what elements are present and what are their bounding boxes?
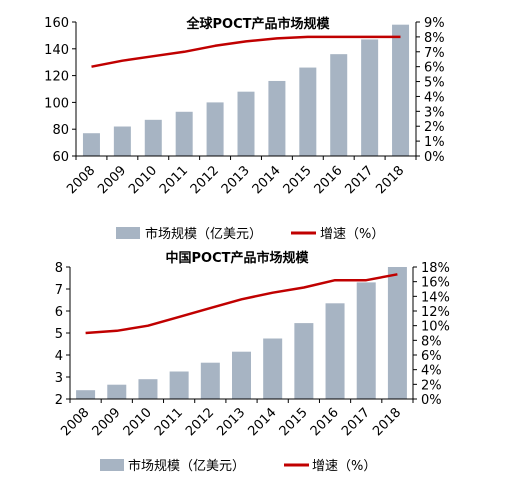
- y-right-tick-label: 14%: [421, 290, 450, 305]
- y-right-tick-label: 1%: [424, 135, 445, 150]
- y-left-tick-label: 7: [55, 283, 63, 298]
- y-right-tick-label: 2%: [424, 120, 445, 135]
- x-tick-label: 2017: [342, 163, 376, 197]
- x-tick-label: 2010: [126, 163, 160, 197]
- chart-china-poct: 中国POCT产品市场规模 23456780%2%4%6%8%10%12%14%1…: [55, 250, 450, 474]
- x-tick-label: 2015: [277, 405, 311, 439]
- legend: 市场规模（亿美元） 增速（%）: [100, 458, 376, 474]
- x-tick-label: 2009: [90, 405, 124, 439]
- legend-bar-swatch: [116, 227, 140, 239]
- bar-2017: [356, 282, 376, 399]
- y-right-tick-label: 3%: [424, 105, 445, 120]
- y-left-tick-label: 80: [52, 123, 69, 138]
- x-tick-label: 2012: [183, 405, 217, 439]
- x-tick-label: 2011: [157, 163, 191, 197]
- chart-global-poct: 全球POCT产品市场规模 60 80 100 120 140 160 0%1%2%3%4%5…: [44, 16, 444, 242]
- y-right-tick-label: 18%: [421, 261, 450, 276]
- bar-2013: [237, 91, 255, 156]
- bar-2008: [76, 390, 96, 399]
- legend: 市场规模（亿美元） 增速（%）: [116, 226, 384, 242]
- y-left-tick-label: 3: [55, 371, 63, 386]
- plot-area: 2 3 4 5 6 7 8 0%2%4%6%8%10%12%14%16%18% 20082009…: [55, 261, 450, 439]
- y-left-tick-label: 8: [55, 261, 63, 276]
- x-tick-label: 2014: [246, 405, 280, 439]
- y-left-tick-label: 4: [55, 349, 63, 364]
- y-right-tick-label: 16%: [421, 276, 450, 291]
- legend-bar-label: 市场规模（亿美元）: [128, 458, 245, 474]
- x-tick-label: 2016: [312, 163, 346, 197]
- bar-2012: [200, 362, 220, 399]
- bar-2015: [299, 67, 317, 156]
- growth-rate-line: [85, 273, 398, 335]
- y-left-tick-label: 140: [44, 43, 69, 58]
- y-left-tick-label: 5: [55, 327, 63, 342]
- y-right-tick-label: 4%: [424, 90, 445, 105]
- y-left-tick-label: 60: [52, 150, 69, 165]
- legend-bar-swatch: [100, 459, 124, 471]
- y-right-tick-label: 9%: [424, 16, 445, 31]
- legend-bar-label: 市场规模（亿美元）: [145, 226, 262, 242]
- x-tick-label: 2010: [121, 405, 155, 439]
- y-right-tick-label: 0%: [424, 150, 445, 165]
- x-tick-label: 2014: [250, 163, 284, 197]
- x-tick-label: 2018: [373, 163, 407, 197]
- bar-2014: [268, 80, 286, 156]
- bar-2009: [107, 384, 127, 399]
- y-right-tick-label: 0%: [421, 393, 442, 408]
- bar-2014: [263, 338, 283, 399]
- y-right-tick-label: 5%: [424, 76, 445, 91]
- legend-line-label: 增速（%）: [312, 459, 376, 474]
- y-left-tick-label: 160: [44, 16, 69, 31]
- growth-rate-line: [91, 35, 401, 68]
- bar-2018: [387, 267, 407, 399]
- bar-2011: [175, 111, 193, 156]
- y-left-tick-label: 100: [44, 96, 69, 111]
- x-tick-label: 2013: [219, 163, 253, 197]
- bar-2008: [82, 133, 100, 156]
- bar-2010: [138, 379, 158, 399]
- x-tick-label: 2011: [152, 405, 186, 439]
- y-right-tick-label: 12%: [421, 305, 450, 320]
- y-right-tick-label: 2%: [421, 378, 442, 393]
- bar-2013: [232, 351, 251, 399]
- bar-2011: [169, 371, 189, 399]
- plot-area: 60 80 100 120 140 160 0%1%2%3%4%5%6%7%8%9% 2008…: [44, 16, 444, 197]
- bar-2016: [325, 303, 345, 399]
- y-left-tick-label: 120: [44, 70, 69, 85]
- bar-2009: [113, 126, 131, 156]
- y-right-tick-label: 6%: [421, 349, 442, 364]
- y-right-tick-label: 8%: [421, 334, 442, 349]
- y-right-tick-label: 8%: [424, 31, 445, 46]
- x-tick-label: 2015: [281, 163, 315, 197]
- bar-2018: [392, 24, 410, 157]
- bar-2017: [361, 39, 379, 156]
- bar-2012: [206, 102, 224, 156]
- y-left-tick-label: 2: [55, 393, 63, 408]
- legend-line-label: 增速（%）: [320, 227, 384, 242]
- x-tick-label: 2013: [214, 405, 248, 439]
- x-tick-label: 2016: [308, 405, 342, 439]
- chart-title: 中国POCT产品市场规模: [166, 250, 310, 266]
- y-right-tick-label: 6%: [424, 61, 445, 76]
- y-right-tick-label: 10%: [421, 320, 450, 335]
- x-tick-label: 2008: [58, 405, 92, 439]
- x-tick-label: 2017: [339, 405, 373, 439]
- x-tick-label: 2009: [95, 163, 129, 197]
- x-tick-label: 2008: [64, 163, 98, 197]
- x-tick-label: 2012: [188, 163, 222, 197]
- bar-2015: [294, 323, 314, 399]
- y-right-tick-label: 4%: [421, 364, 442, 379]
- y-right-tick-label: 7%: [424, 46, 445, 61]
- x-tick-label: 2018: [370, 405, 404, 439]
- chart-title: 全球POCT产品市场规模: [186, 16, 331, 32]
- bar-2016: [330, 54, 348, 156]
- y-left-tick-label: 6: [55, 305, 63, 320]
- bar-2010: [144, 119, 162, 156]
